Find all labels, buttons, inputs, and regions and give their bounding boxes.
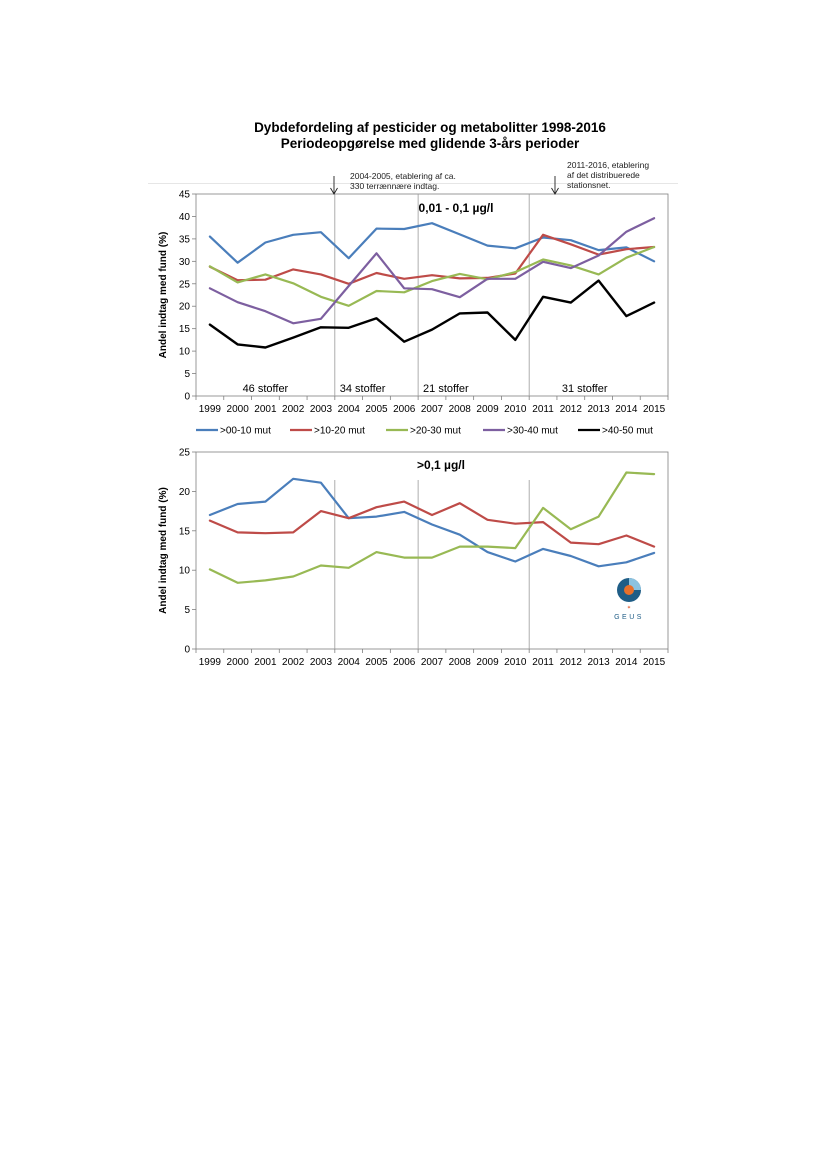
chart-bottom: 0 5 10 15 20 25 1999 2000 2001 2002 2003 2004 2005 20… (158, 448, 669, 668)
period-label: 46 stoffer (243, 383, 289, 395)
y-tick-label: 20 (179, 487, 191, 498)
y-axis-label: Andel indtag med fund (%) (158, 487, 169, 614)
x-tick-label: 2014 (615, 657, 638, 668)
x-tick-label: 2005 (365, 657, 388, 668)
chart-title: >0,1 µg/l (417, 458, 465, 472)
y-tick-label: 10 (179, 347, 191, 358)
y-tick-label: 0 (184, 645, 190, 656)
x-tick-label: 2001 (254, 404, 277, 415)
series-line-2 (208, 500, 656, 548)
x-tick-label: 2013 (587, 657, 610, 668)
plot-area (195, 451, 669, 650)
annotation-right-line3: stationsnet. (567, 180, 611, 190)
x-tick-label: 2001 (254, 657, 277, 668)
geus-logo-core (624, 585, 634, 595)
period-label: 21 stoffer (423, 383, 469, 395)
x-tick-label: 1999 (199, 657, 222, 668)
x-tick-label: 2000 (227, 404, 250, 415)
x-tick-label: 2008 (449, 657, 472, 668)
y-tick-label: 35 (179, 234, 191, 245)
x-tick-label: 2003 (310, 657, 333, 668)
x-tick-label: 2009 (476, 404, 499, 415)
series-line-4 (208, 217, 656, 325)
series-line-3 (208, 471, 656, 584)
x-tick-label: 1999 (199, 404, 222, 415)
x-tick-label: 2003 (310, 404, 333, 415)
x-tick-label: 2015 (643, 657, 666, 668)
legend-label-2: >10-20 mut (314, 426, 365, 437)
y-tick-label: 45 (179, 190, 191, 201)
series-line-5 (208, 279, 656, 349)
annotation-left-line1: 2004-2005, etablering af ca. (350, 171, 456, 181)
top-divider (148, 183, 678, 184)
y-tick-label: 10 (179, 566, 191, 577)
chart-top: 0 5 10 15 20 25 30 35 40 45 1999 2000 2001 2002 2003 20… (158, 176, 669, 415)
x-tick-label: 2012 (560, 657, 583, 668)
y-tick-label: 25 (179, 279, 191, 290)
x-tick-label: 2004 (338, 404, 361, 415)
chart-legend: >00-10 mut >10-20 mut >20-30 mut >30-40 mut… (196, 426, 653, 437)
legend-label-1: >00-10 mut (220, 426, 271, 437)
annotation-left: 2004-2005, etablering af ca. 330 terrænn… (350, 171, 456, 191)
x-tick-label: 2006 (393, 657, 416, 668)
period-label: 31 stoffer (562, 383, 608, 395)
period-label: 34 stoffer (340, 383, 386, 395)
x-tick-label: 2011 (532, 657, 554, 668)
annotation-left-line2: 330 terrænnære indtag. (350, 181, 440, 191)
y-tick-label: 15 (179, 324, 191, 335)
chart-title: 0,01 - 0,1 µg/l (419, 201, 494, 215)
x-tick-label: 2012 (560, 404, 583, 415)
y-tick-label: 5 (184, 605, 190, 616)
y-tick-label: 40 (179, 212, 191, 223)
x-tick-label: 2005 (365, 404, 388, 415)
y-tick-label: 15 (179, 526, 191, 537)
annotation-arrowhead (330, 187, 338, 195)
y-tick-label: 0 (184, 392, 190, 403)
annotation-right-line1: 2011-2016, etablering (567, 160, 650, 170)
series-line-3 (208, 245, 656, 307)
legend-label-3: >20-30 mut (410, 426, 461, 437)
x-tick-label: 2010 (504, 657, 527, 668)
x-tick-label: 2008 (449, 404, 472, 415)
page-title-line1: Dybdefordeling af pesticider og metaboli… (254, 120, 606, 135)
legend-label-4: >30-40 mut (507, 426, 558, 437)
legend-label-5: >40-50 mut (602, 426, 653, 437)
x-tick-label: 2010 (504, 404, 527, 415)
x-tick-label: 2013 (587, 404, 610, 415)
geus-logo-text: GEUS (614, 614, 644, 621)
x-tick-label: 2009 (476, 657, 499, 668)
y-axis-label: Andel indtag med fund (%) (158, 232, 169, 359)
x-tick-label: 2000 (227, 657, 250, 668)
x-tick-label: 2011 (532, 404, 554, 415)
y-tick-label: 5 (184, 369, 190, 380)
page-title: Dybdefordeling af pesticider og metaboli… (0, 120, 827, 152)
x-tick-label: 2002 (282, 657, 305, 668)
page-title-line2: Periodeopgørelse med glidende 3-års peri… (280, 136, 580, 151)
x-tick-label: 2007 (421, 657, 444, 668)
x-tick-label: 2006 (393, 404, 416, 415)
x-tick-label: 2015 (643, 404, 666, 415)
annotation-right: 2011-2016, etablering af det distribuere… (567, 160, 649, 190)
annotation-right-line2: af det distribuerede (567, 170, 640, 180)
x-tick-label: 2007 (421, 404, 444, 415)
x-tick-label: 2002 (282, 404, 305, 415)
annotation-arrowhead (551, 187, 559, 195)
geus-logo-star: ✶ (627, 605, 631, 611)
series-line-1 (208, 477, 656, 568)
x-tick-label: 2004 (338, 657, 361, 668)
series-line-1 (208, 222, 656, 264)
y-tick-label: 25 (179, 448, 191, 459)
x-tick-label: 2014 (615, 404, 638, 415)
plot-area (195, 193, 669, 397)
y-tick-label: 20 (179, 302, 191, 313)
series-line-2 (208, 233, 656, 285)
y-tick-label: 30 (179, 257, 191, 268)
